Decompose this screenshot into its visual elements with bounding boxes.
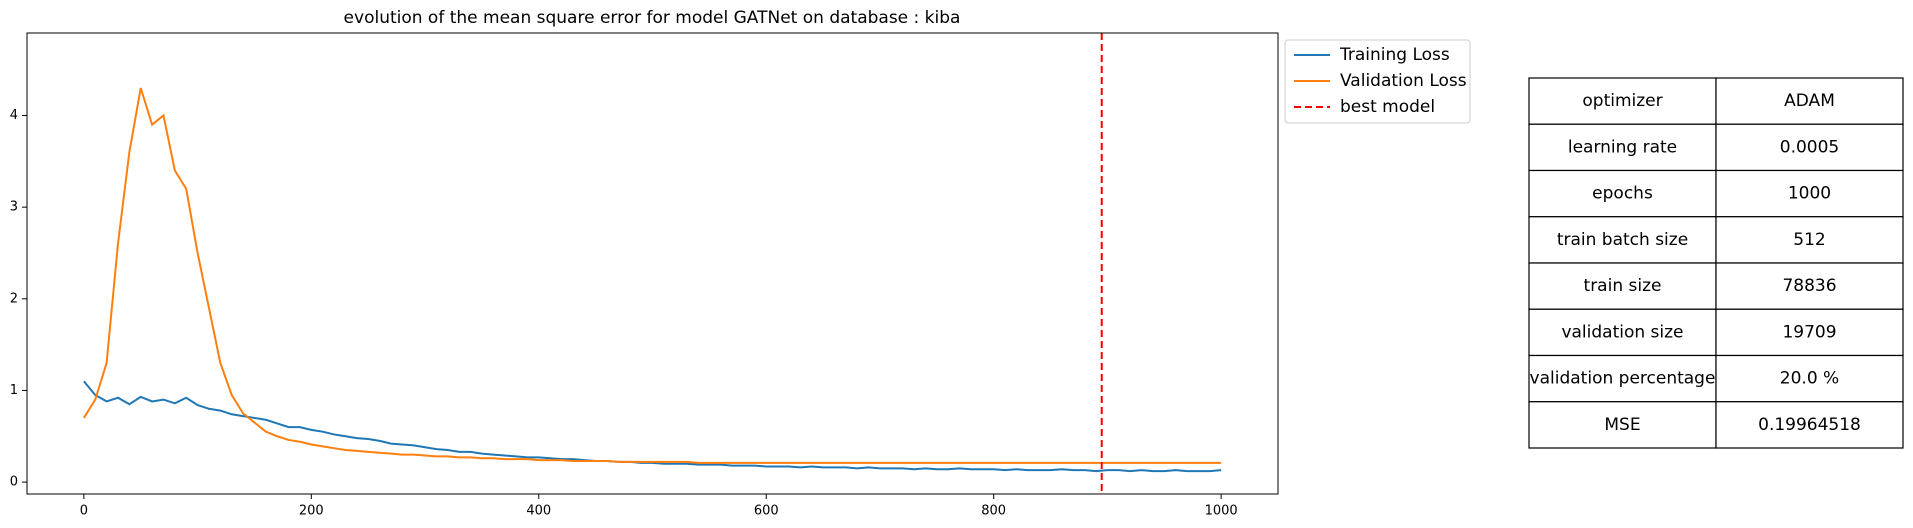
table-cell	[1715, 216, 1904, 264]
table-cell	[1528, 262, 1717, 310]
table-cell	[1528, 354, 1717, 403]
table-text: validation percentage	[1530, 369, 1716, 389]
line	[83, 380, 1222, 473]
plot-frame	[26, 32, 1279, 495]
table-cell	[1715, 401, 1904, 449]
table-text: MSE	[1604, 415, 1640, 435]
table-text: 0.0005	[1780, 137, 1839, 157]
table-cell	[1715, 123, 1904, 172]
table-cell	[1715, 77, 1904, 125]
x-tick-label: 400	[526, 504, 551, 519]
table-cell	[1528, 401, 1717, 449]
line	[83, 87, 1222, 464]
legend-label: Validation Loss	[1340, 71, 1467, 91]
table-cell	[1715, 262, 1904, 310]
table-text: epochs	[1592, 184, 1653, 204]
table-text: ADAM	[1784, 91, 1835, 111]
table-text: train batch size	[1557, 230, 1688, 250]
y-tick-label: 2	[10, 291, 18, 306]
table-cell	[1715, 308, 1904, 357]
x-tick-label: 600	[754, 504, 779, 519]
y-tick-label: 1	[10, 383, 18, 398]
table-text: 1000	[1788, 184, 1831, 204]
x-tick-label: 1000	[1205, 504, 1238, 519]
table-text: validation size	[1561, 322, 1683, 342]
y-tick-label: 3	[10, 200, 18, 215]
table-text: 19709	[1782, 322, 1836, 342]
y-tick-label: 0	[10, 475, 18, 490]
table-text: 78836	[1782, 276, 1836, 296]
table-text: 512	[1793, 230, 1825, 250]
legend-label: Training Loss	[1339, 45, 1450, 65]
y-tick-label: 4	[10, 108, 18, 123]
table-text: train size	[1584, 276, 1662, 296]
table-text: 0.19964518	[1758, 415, 1861, 435]
legend-box	[1284, 39, 1471, 124]
x-tick-label: 200	[299, 504, 324, 519]
table-cell	[1715, 354, 1904, 403]
table-text: 20.0 %	[1780, 369, 1839, 389]
legend-label: best model	[1340, 97, 1435, 117]
x-tick-label: 0	[80, 504, 88, 519]
x-tick-label: 800	[981, 504, 1006, 519]
table-cell	[1715, 169, 1904, 218]
table-text: optimizer	[1582, 91, 1662, 111]
table-cell	[1528, 169, 1717, 218]
table-text: learning rate	[1568, 137, 1677, 157]
chart-title: evolution of the mean square error for m…	[344, 8, 961, 28]
